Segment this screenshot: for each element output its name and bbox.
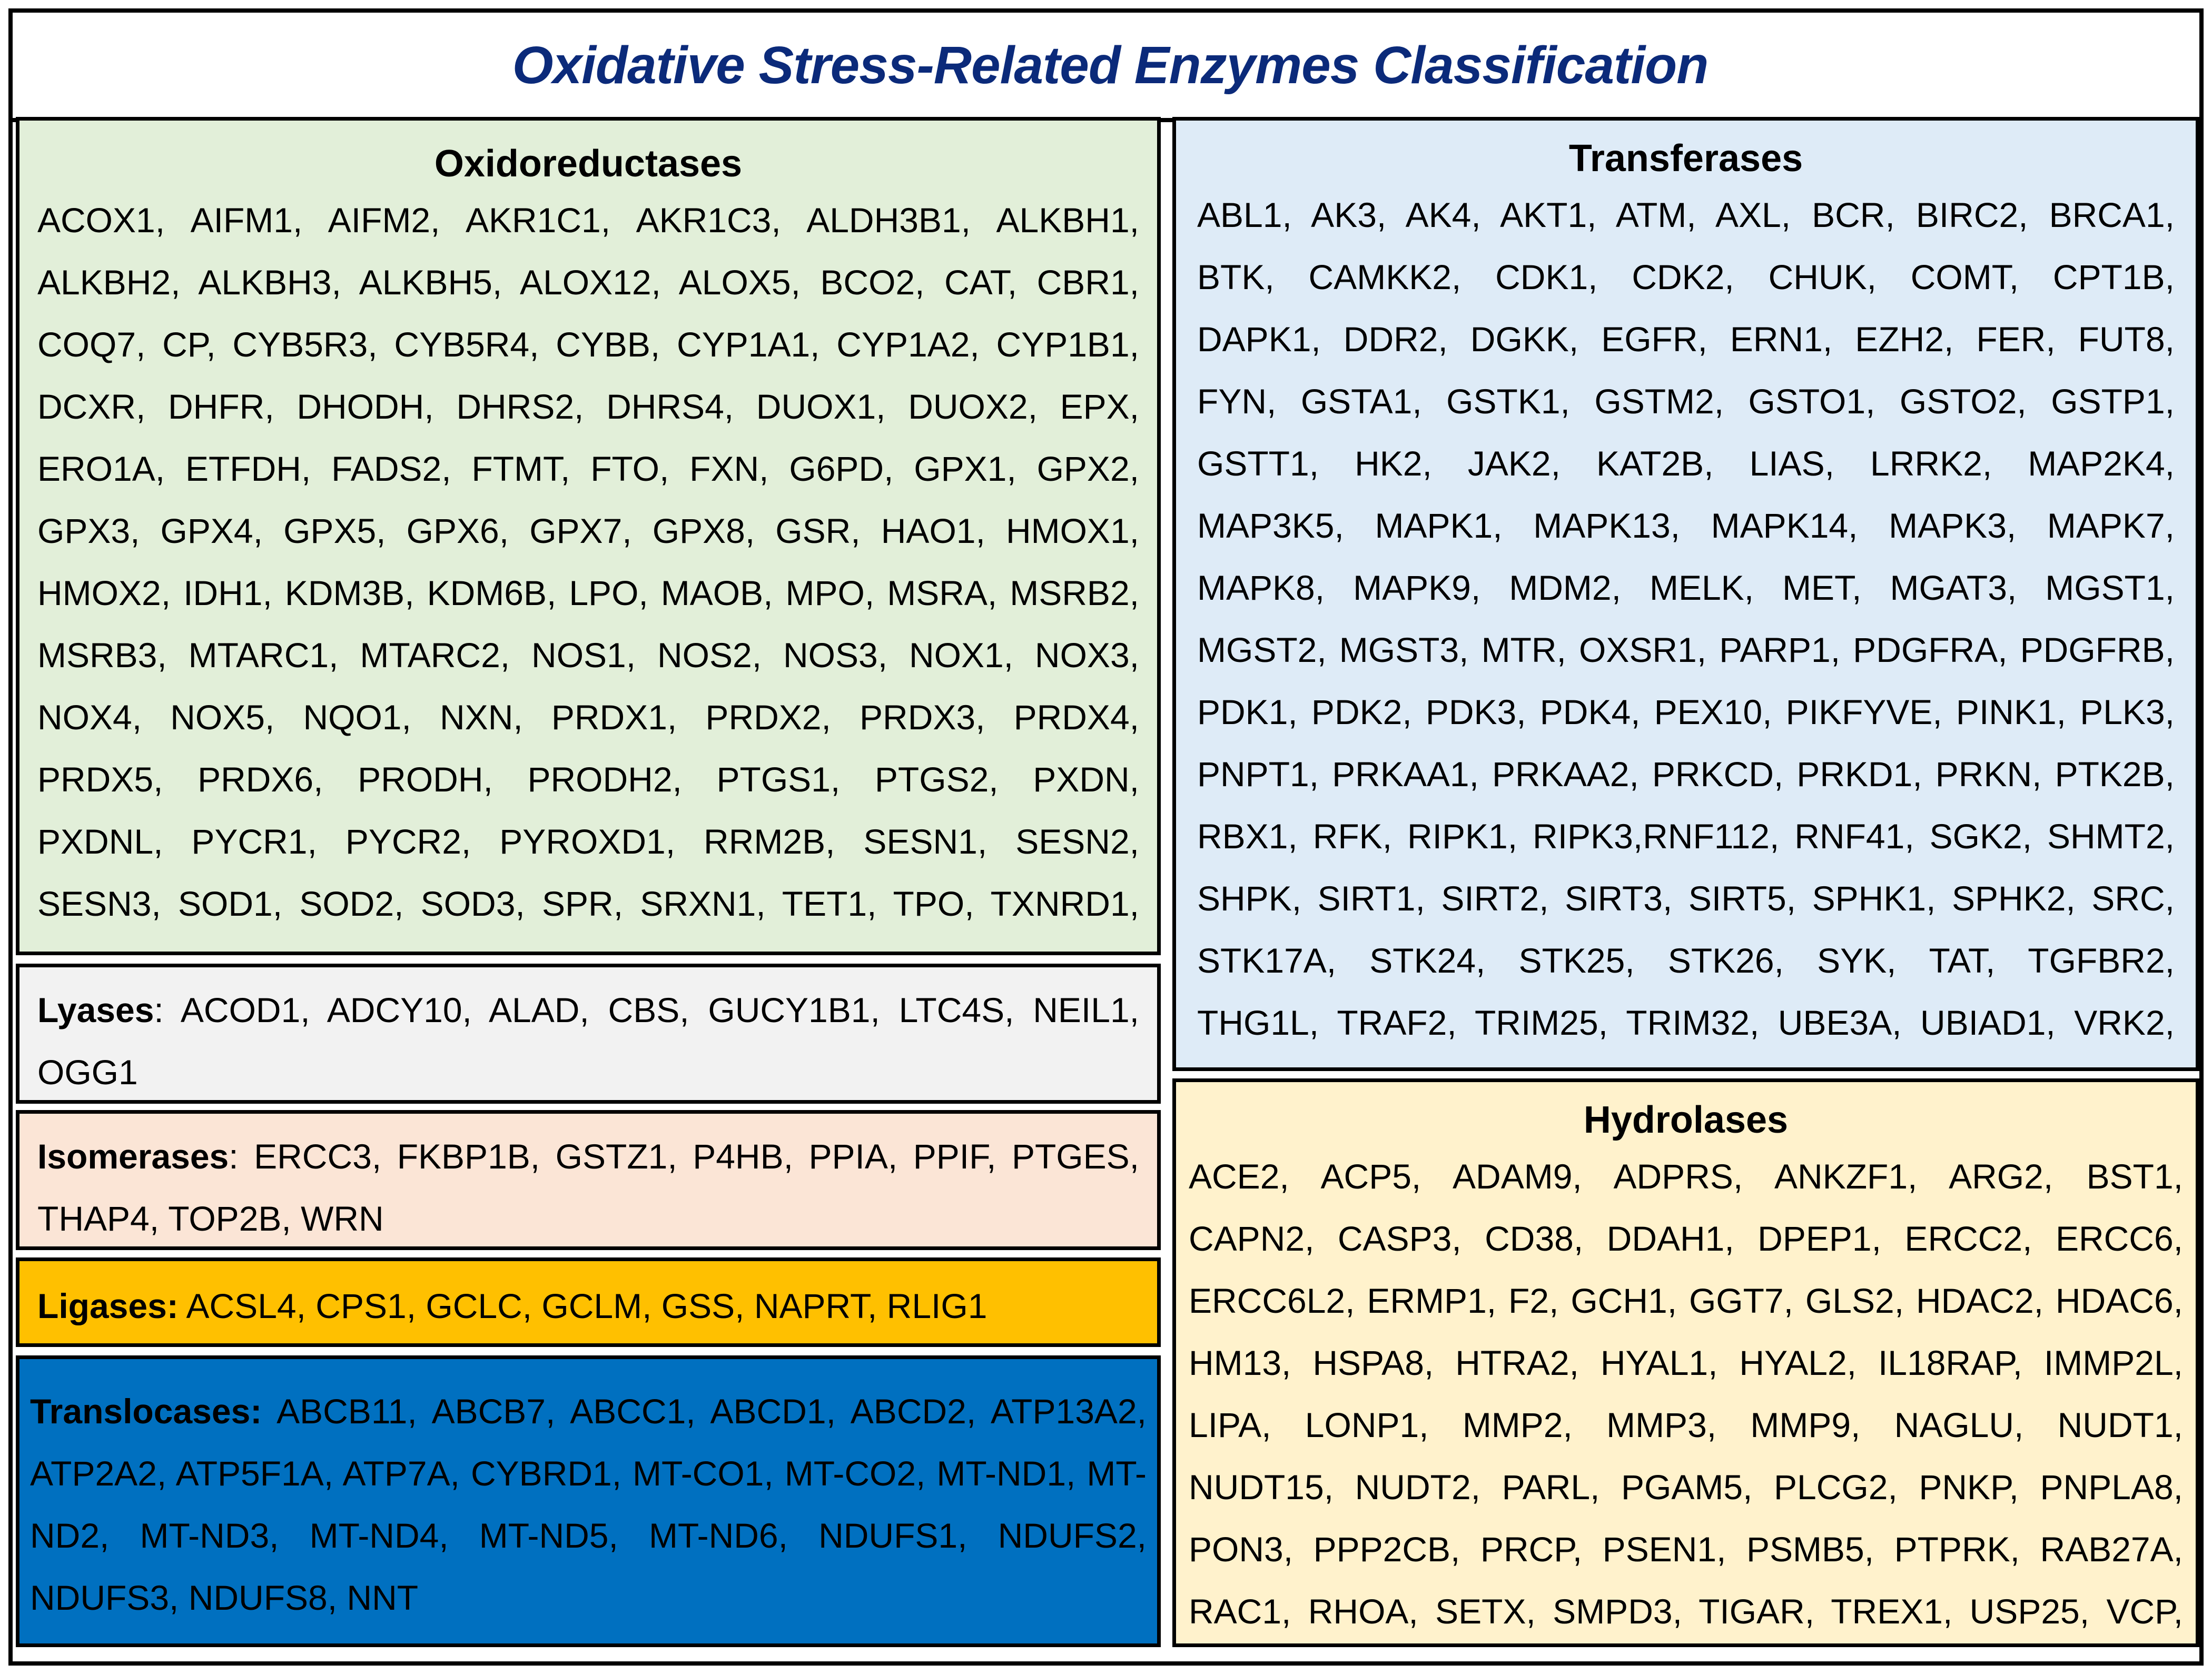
hydrolases-heading: Hydrolases bbox=[1583, 1099, 1789, 1141]
lyases-colon: : bbox=[154, 990, 181, 1029]
ligases-heading: Ligases: bbox=[37, 1286, 179, 1325]
hydrolases-genes: ACE2, ACP5, ADAM9, ADPRS, ANKZF1, ARG2, … bbox=[1189, 1156, 2183, 1631]
oxidoreductases-genes: ACOX1, AIFM1, AIFM2, AKR1C1, AKR1C3, ALD… bbox=[37, 200, 1139, 952]
transferases-genes: ABL1, AK3, AK4, AKT1, ATM, AXL, BCR, BIR… bbox=[1197, 195, 2175, 1067]
isomerases-box: Isomerases: ERCC3, FKBP1B, GSTZ1, P4HB, … bbox=[16, 1110, 1161, 1250]
translocases-box: Translocases: ABCB11, ABCB7, ABCC1, ABCD… bbox=[16, 1355, 1161, 1647]
transferases-box: Transferases ABL1, AK3, AK4, AKT1, ATM, … bbox=[1172, 117, 2199, 1071]
lyases-genes: ACOD1, ADCY10, ALAD, CBS, GUCY1B1, LTC4S… bbox=[37, 990, 1139, 1092]
oxidoreductases-heading: Oxidoreductases bbox=[434, 143, 743, 185]
lyases-heading: Lyases bbox=[37, 990, 154, 1029]
isomerases-colon: : bbox=[229, 1137, 254, 1176]
figure-title: Oxidative Stress-Related Enzymes Classif… bbox=[512, 35, 1709, 95]
ligases-genes: ACSL4, CPS1, GCLC, GCLM, GSS, NAPRT, RLI… bbox=[186, 1286, 987, 1325]
isomerases-genes: ERCC3, FKBP1B, GSTZ1, P4HB, PPIA, PPIF, … bbox=[37, 1137, 1139, 1238]
translocases-heading: Translocases: bbox=[30, 1392, 262, 1431]
translocases-genes: ABCB11, ABCB7, ABCC1, ABCD1, ABCD2, ATP1… bbox=[30, 1392, 1147, 1617]
lyases-box: Lyases: ACOD1, ADCY10, ALAD, CBS, GUCY1B… bbox=[16, 964, 1161, 1104]
transferases-heading: Transferases bbox=[1568, 137, 1803, 180]
oxidoreductases-box: Oxidoreductases ACOX1, AIFM1, AIFM2, AKR… bbox=[16, 117, 1161, 955]
isomerases-heading: Isomerases bbox=[37, 1137, 229, 1176]
ligases-box: Ligases: ACSL4, CPS1, GCLC, GCLM, GSS, N… bbox=[16, 1257, 1161, 1347]
hydrolases-box: Hydrolases ACE2, ACP5, ADAM9, ADPRS, ANK… bbox=[1172, 1078, 2199, 1647]
